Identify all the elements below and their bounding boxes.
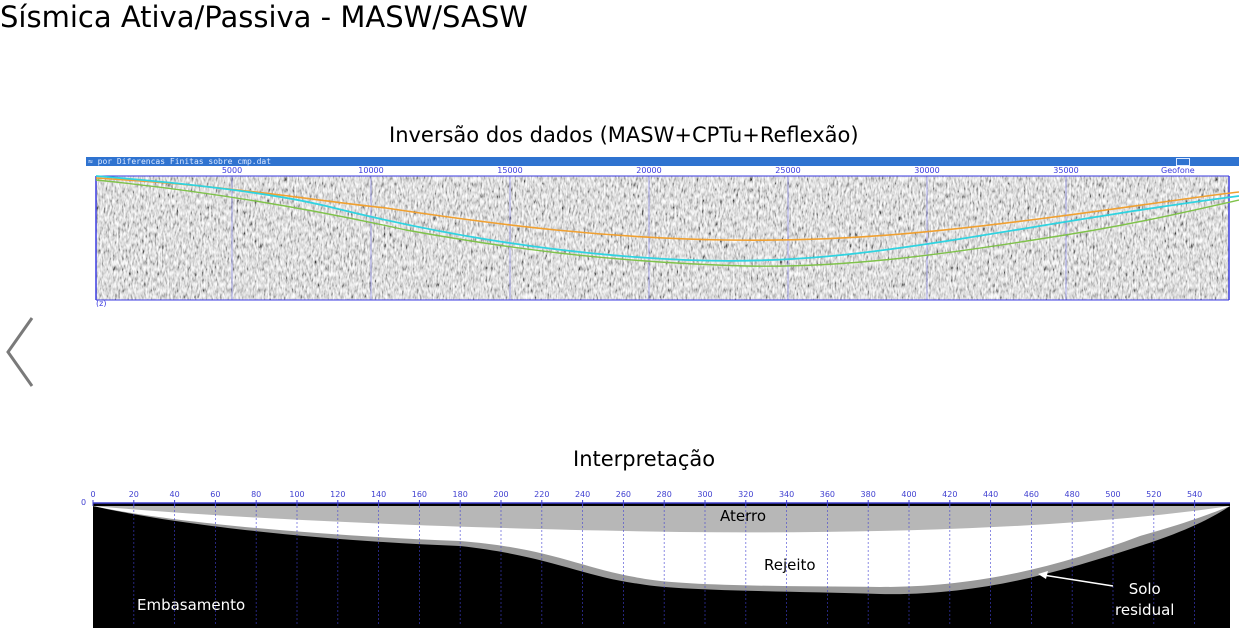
interpretation-tick-label: 140 <box>371 490 386 499</box>
interpretation-tick-label: 480 <box>1065 490 1080 499</box>
interpretation-tick-label: 540 <box>1187 490 1202 499</box>
interpretation-tick-label: 220 <box>534 490 549 499</box>
window-minimize-icon <box>1176 158 1190 166</box>
interpretation-tick-label: 200 <box>493 490 508 499</box>
orange-horizon-line <box>95 177 1239 242</box>
inversion-title: Inversão dos dados (MASW+CPTu+Reflexão) <box>389 123 859 147</box>
interpretation-tick-label: 460 <box>1024 490 1039 499</box>
solo-label-line1: Solo <box>1128 580 1161 598</box>
geofone-label: Geofone <box>1161 166 1195 175</box>
inversion-window-bar: ≈ por Diferencas Finitas sobre cmp.dat <box>86 157 1239 166</box>
interpretation-tick-label: 520 <box>1146 490 1161 499</box>
interpretation-tick-label: 420 <box>942 490 957 499</box>
cyan-horizon-line <box>95 175 1239 262</box>
interpretation-tick-label: 240 <box>575 490 590 499</box>
chevron-left-icon[interactable] <box>2 316 38 388</box>
solo-arrowhead <box>1038 571 1048 579</box>
interpretation-diagram: 0 20 40 60 80 100 120 140 160 180 200 220 240 260 280 3… <box>81 490 1230 628</box>
interpretation-tick-label: 280 <box>657 490 672 499</box>
interpretation-tick-label: 340 <box>779 490 794 499</box>
solo-residual-label: Solo residual <box>1115 579 1174 621</box>
inversion-tick-label: 35000 <box>1053 166 1078 175</box>
solo-label-line2: residual <box>1115 601 1175 619</box>
interpretation-tick-label: 500 <box>1105 490 1120 499</box>
page-title: Sísmica Ativa/Passiva - MASW/SASW <box>0 0 528 34</box>
inversion-tick-label: 30000 <box>914 166 939 175</box>
solo-arrow <box>1042 574 1114 587</box>
aterro-label: Aterro <box>720 507 767 525</box>
rejeito-label: Rejeito <box>764 556 816 574</box>
interpretation-tick-label: 60 <box>210 490 220 499</box>
interpretation-tick-label: 440 <box>983 490 998 499</box>
interpretation-tick-label: 400 <box>901 490 916 499</box>
inversion-window-title: ≈ por Diferencas Finitas sobre cmp.dat <box>88 157 272 166</box>
aterro-layer <box>93 506 1230 533</box>
interpretation-tick-label: 360 <box>820 490 835 499</box>
inversion-axis: 5000 10000 15000 20000 25000 30000 35000 <box>222 166 1079 175</box>
interpretation-tick-label: 380 <box>861 490 876 499</box>
inversion-tick-label: 5000 <box>222 166 242 175</box>
inversion-tick-label: 10000 <box>358 166 383 175</box>
inversion-tick-label: 15000 <box>497 166 522 175</box>
inversion-image: ≈ por Diferencas Finitas sobre cmp.dat 5… <box>86 157 1239 307</box>
inversion-footer: (z) <box>96 299 106 307</box>
interpretation-tick-label: 100 <box>289 490 304 499</box>
interpretation-tick-label: 320 <box>738 490 753 499</box>
interpretation-tick-label: 180 <box>453 490 468 499</box>
interpretation-tick-label: 300 <box>697 490 712 499</box>
inversion-section: 5000 10000 15000 20000 25000 30000 35000 Geofo… <box>86 166 1239 307</box>
interpretation-tick-label: 160 <box>412 490 427 499</box>
green-horizon-line <box>95 179 1239 267</box>
interpretation-tick-label: 120 <box>330 490 345 499</box>
interpretation-tick-label: 80 <box>251 490 261 499</box>
interpretation-tick-label: 0 <box>90 490 95 499</box>
interpretation-title: Interpretação <box>573 447 716 471</box>
interpretation-tick-label: 260 <box>616 490 631 499</box>
inversion-tick-label: 25000 <box>775 166 800 175</box>
interpretation-tick-label: 20 <box>129 490 139 499</box>
embasamento-label: Embasamento <box>137 596 246 614</box>
interpretation-section: 0 20 40 60 80 100 120 140 160 180 200 220 240 260 280 3… <box>80 486 1239 631</box>
interpretation-tick-label: 40 <box>170 490 180 499</box>
interpretation-axis: 0 20 40 60 80 100 120 140 160 180 200 220 240 260 280 3… <box>90 490 1202 626</box>
inversion-tick-label: 20000 <box>636 166 661 175</box>
interpretation-y-tick: 0 <box>81 498 86 507</box>
